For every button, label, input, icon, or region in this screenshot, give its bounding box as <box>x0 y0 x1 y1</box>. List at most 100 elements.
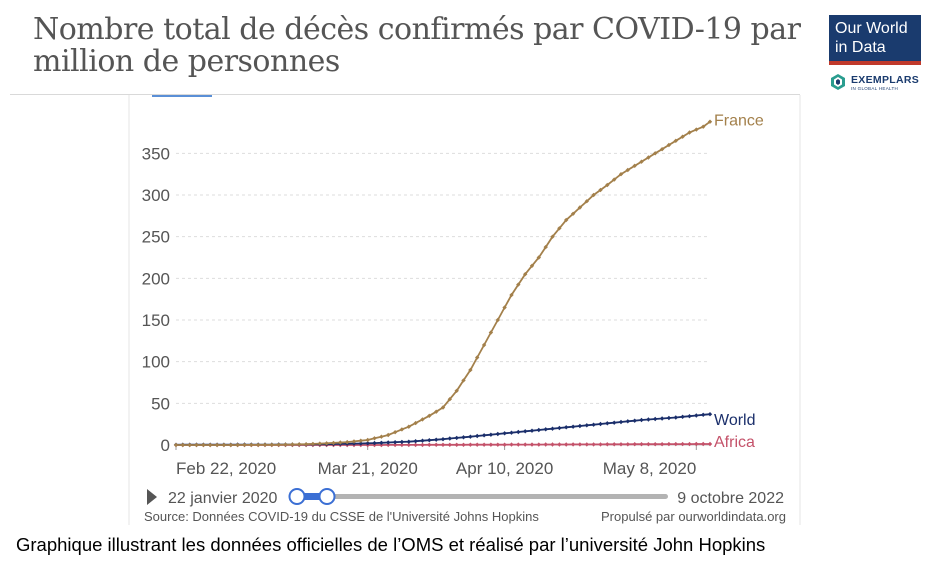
data-point[interactable] <box>584 442 589 447</box>
data-point[interactable] <box>680 134 685 139</box>
data-point[interactable] <box>694 441 699 447</box>
data-point[interactable] <box>386 440 391 445</box>
data-point[interactable] <box>523 272 528 277</box>
data-point[interactable] <box>386 442 391 448</box>
data-point[interactable] <box>687 414 692 419</box>
data-point[interactable] <box>392 442 398 448</box>
data-point[interactable] <box>632 442 637 447</box>
data-point[interactable] <box>509 442 514 447</box>
data-point[interactable] <box>516 282 521 287</box>
data-point[interactable] <box>591 422 596 427</box>
data-point[interactable] <box>523 429 528 434</box>
data-point[interactable] <box>187 442 192 448</box>
data-point[interactable] <box>659 147 665 152</box>
data-point[interactable] <box>570 424 576 429</box>
data-point[interactable] <box>639 159 644 164</box>
data-point[interactable] <box>550 442 555 447</box>
data-point[interactable] <box>221 442 227 448</box>
data-point[interactable] <box>276 442 281 447</box>
data-point[interactable] <box>475 433 480 439</box>
data-point[interactable] <box>536 427 541 433</box>
data-point[interactable] <box>673 138 678 143</box>
data-point[interactable] <box>468 367 473 373</box>
data-point[interactable] <box>262 442 268 447</box>
data-point[interactable] <box>379 434 384 439</box>
timeline-start-handle[interactable] <box>288 488 306 505</box>
data-point[interactable] <box>379 440 384 445</box>
data-point[interactable] <box>557 425 562 431</box>
data-point[interactable] <box>659 416 665 421</box>
data-point[interactable] <box>310 441 316 447</box>
data-point[interactable] <box>440 437 446 442</box>
data-point[interactable] <box>543 442 548 447</box>
data-point[interactable] <box>701 412 706 417</box>
data-point[interactable] <box>475 355 480 360</box>
data-point[interactable] <box>605 421 610 426</box>
data-point[interactable] <box>495 317 500 323</box>
data-point[interactable] <box>420 442 425 448</box>
data-point[interactable] <box>406 442 411 448</box>
data-point[interactable] <box>625 442 630 447</box>
data-point[interactable] <box>440 405 446 410</box>
data-point[interactable] <box>420 438 425 443</box>
data-point[interactable] <box>214 442 220 448</box>
data-point[interactable] <box>413 439 418 444</box>
data-point[interactable] <box>536 442 541 447</box>
data-point[interactable] <box>625 167 630 173</box>
data-point[interactable] <box>269 442 274 447</box>
data-point[interactable] <box>577 205 583 210</box>
data-point[interactable] <box>529 263 535 268</box>
data-point[interactable] <box>598 442 603 447</box>
data-point[interactable] <box>488 432 494 437</box>
data-point[interactable] <box>605 442 610 447</box>
data-point[interactable] <box>707 441 713 447</box>
data-point[interactable] <box>331 440 336 446</box>
data-point[interactable] <box>413 442 418 448</box>
data-point[interactable] <box>392 430 398 435</box>
data-point[interactable] <box>481 433 487 438</box>
data-point[interactable] <box>701 441 706 447</box>
data-point[interactable] <box>687 130 692 135</box>
data-point[interactable] <box>666 142 672 148</box>
data-point[interactable] <box>618 419 624 425</box>
data-point[interactable] <box>392 440 398 445</box>
data-point[interactable] <box>659 442 665 447</box>
data-point[interactable] <box>495 431 500 437</box>
data-point[interactable] <box>345 439 350 445</box>
data-point[interactable] <box>303 442 309 447</box>
data-point[interactable] <box>488 330 494 335</box>
data-point[interactable] <box>632 418 637 423</box>
data-point[interactable] <box>297 442 302 447</box>
data-point[interactable] <box>454 388 459 393</box>
data-point[interactable] <box>536 255 541 260</box>
data-point[interactable] <box>427 413 432 418</box>
source-text[interactable]: Source: Données COVID-19 du CSSE de l'Un… <box>144 509 539 524</box>
data-point[interactable] <box>454 435 459 441</box>
data-point[interactable] <box>427 438 432 443</box>
data-point[interactable] <box>173 442 179 448</box>
data-point[interactable] <box>529 442 535 447</box>
data-point[interactable] <box>625 419 630 424</box>
data-point[interactable] <box>694 127 699 132</box>
data-point[interactable] <box>372 440 377 446</box>
data-point[interactable] <box>618 172 624 177</box>
data-point[interactable] <box>447 397 452 402</box>
data-point[interactable] <box>612 177 617 182</box>
data-point[interactable] <box>256 442 261 448</box>
data-point[interactable] <box>475 442 480 447</box>
data-point[interactable] <box>249 442 254 448</box>
data-point[interactable] <box>386 432 391 438</box>
data-point[interactable] <box>591 192 596 198</box>
data-point[interactable] <box>461 378 466 383</box>
data-point[interactable] <box>564 442 569 447</box>
data-point[interactable] <box>461 435 466 440</box>
data-point[interactable] <box>488 442 494 447</box>
data-point[interactable] <box>673 415 678 420</box>
data-point[interactable] <box>468 442 473 447</box>
data-point[interactable] <box>591 442 596 447</box>
data-point[interactable] <box>454 442 459 447</box>
data-point[interactable] <box>680 441 685 447</box>
data-point[interactable] <box>427 442 432 447</box>
data-point[interactable] <box>358 438 363 443</box>
data-point[interactable] <box>707 412 713 417</box>
